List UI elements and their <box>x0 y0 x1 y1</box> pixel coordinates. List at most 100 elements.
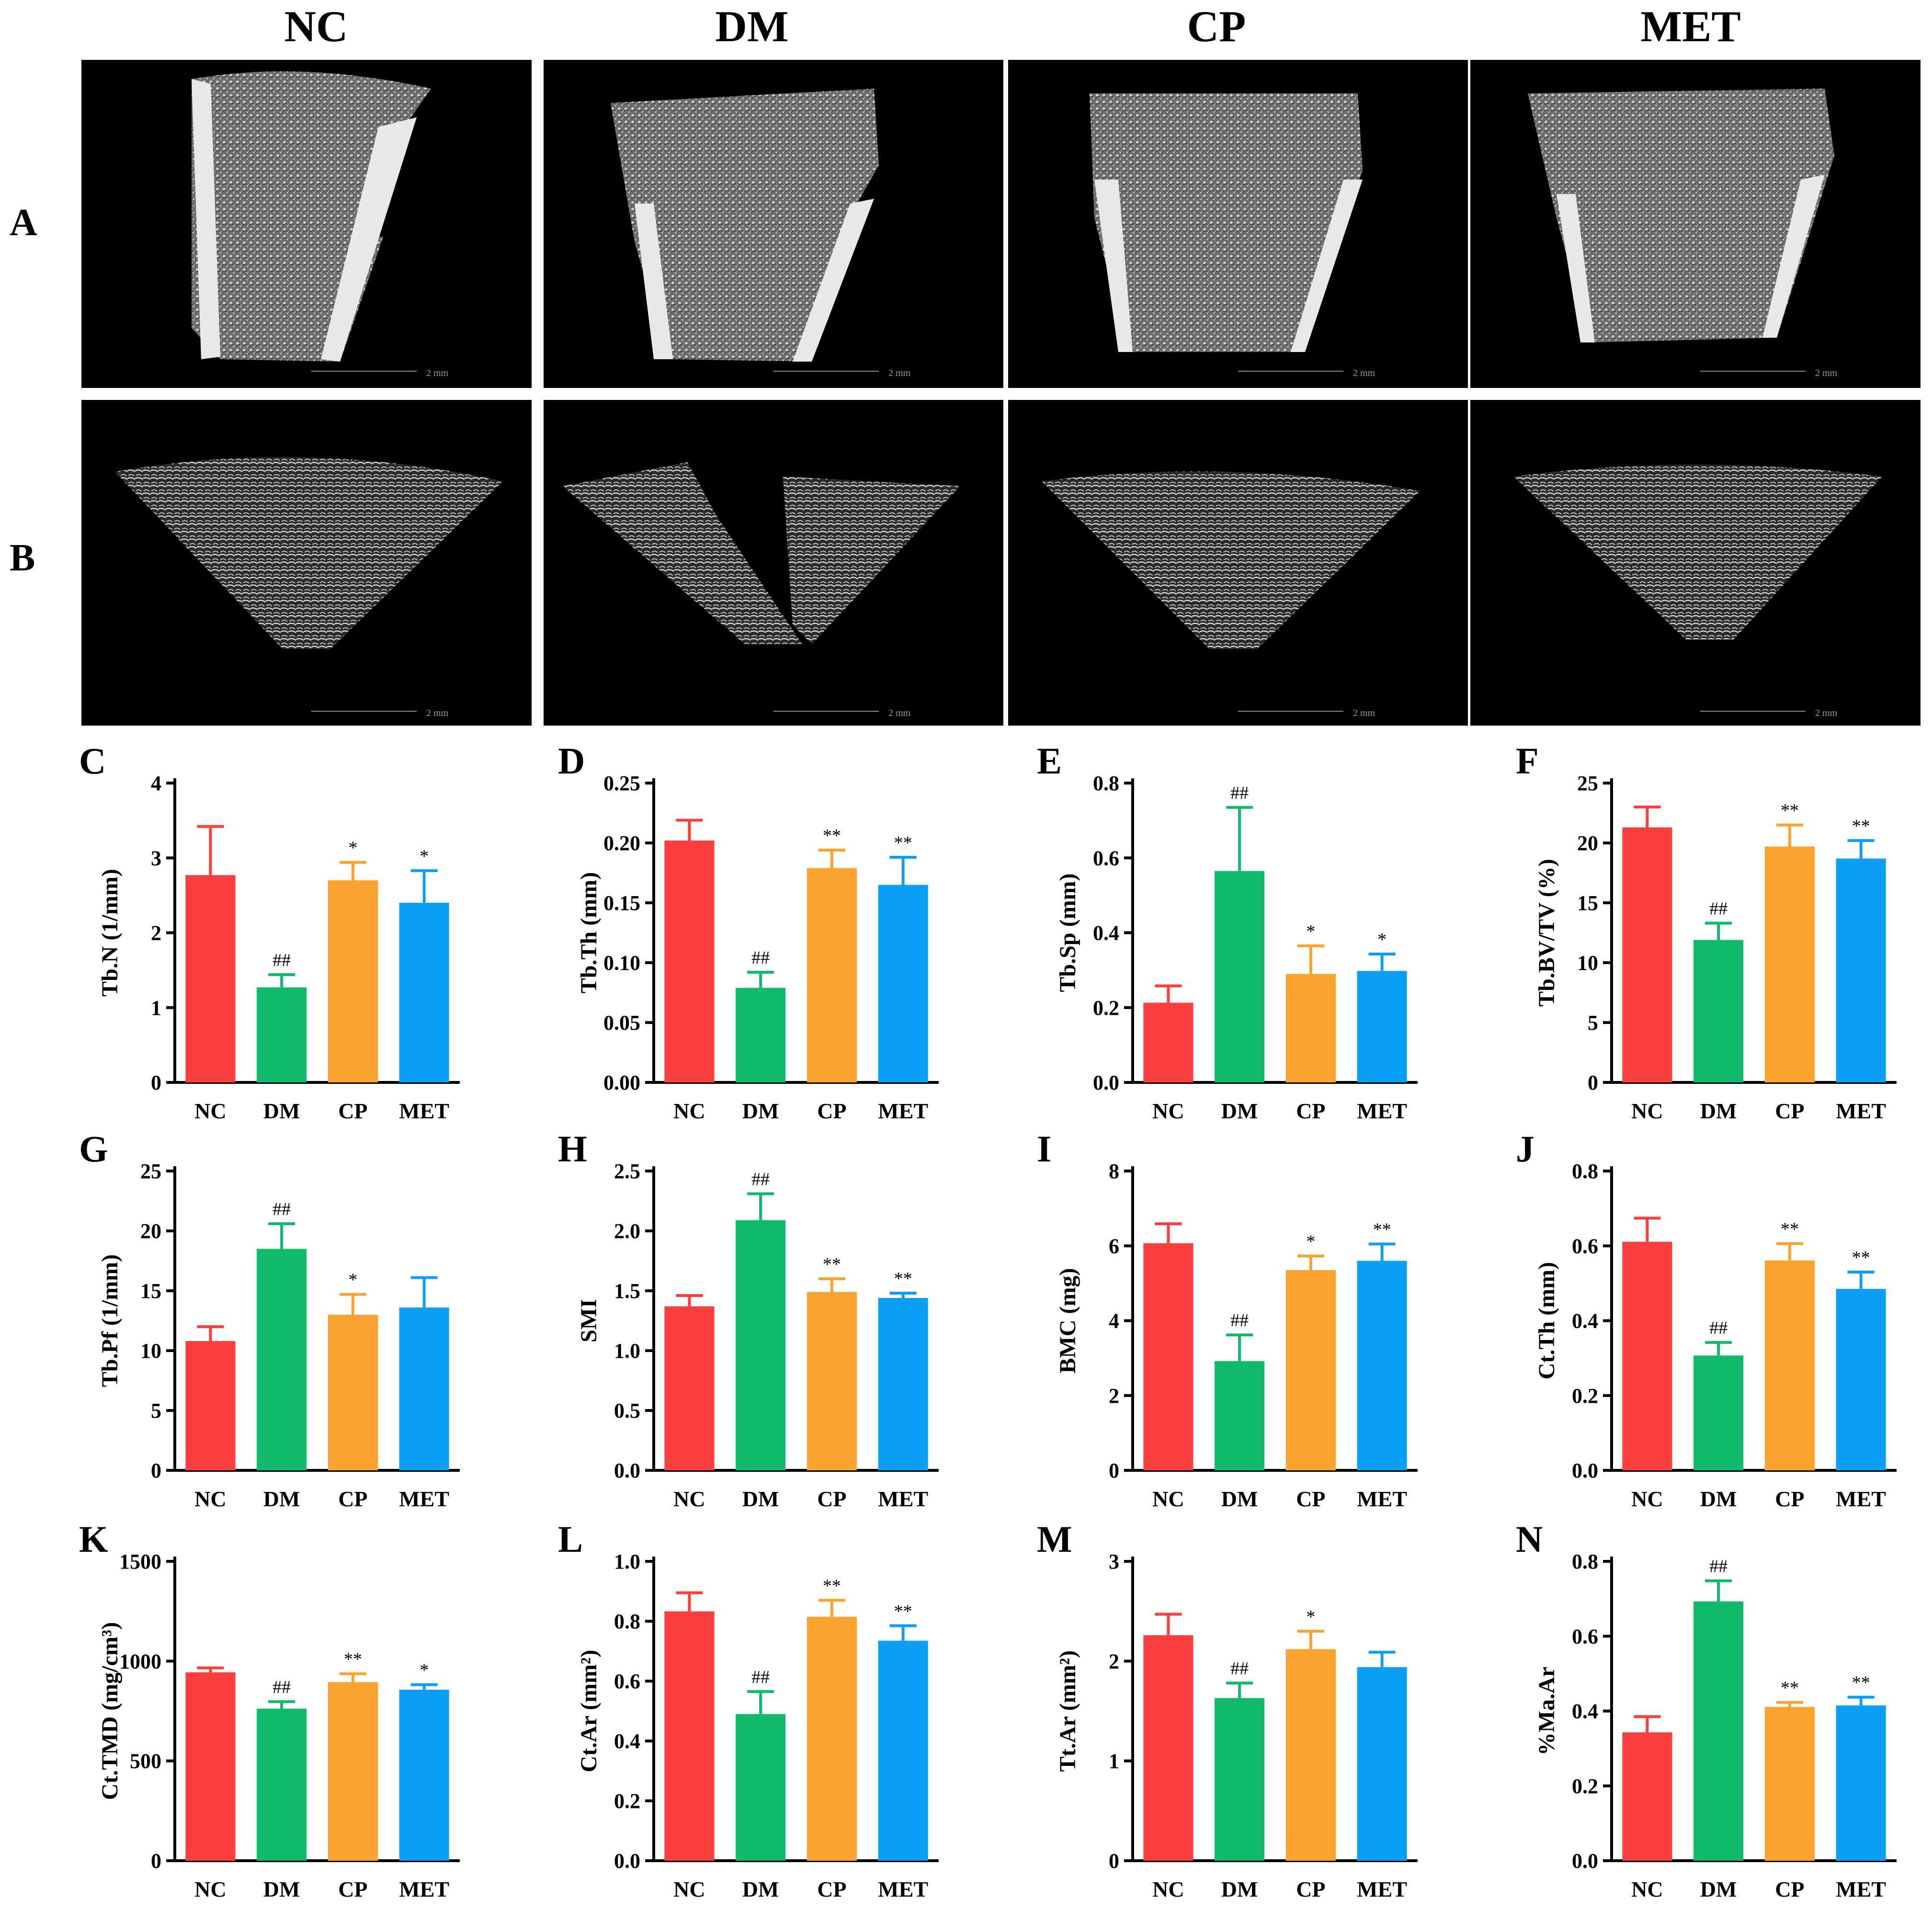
x-tick-label-m-met: MET <box>1357 1877 1407 1901</box>
x-tick-label-l-met: MET <box>878 1877 928 1901</box>
scale-bar-label: 2 mm <box>426 708 449 718</box>
bar-e-met <box>1357 971 1407 1082</box>
significance-label-h-dm: ## <box>751 1170 770 1190</box>
bar-n-met <box>1836 1705 1886 1861</box>
x-tick-label-g-met: MET <box>399 1487 449 1511</box>
column-header-met: MET <box>1640 2 1741 51</box>
y-tick-label-k: 1000 <box>119 1649 161 1673</box>
chart-svg-c: C Tb.N (1/mm) 0 1 2 3 4 NC ## DM * CP * MET <box>79 740 460 1123</box>
bar-k-met <box>399 1689 449 1861</box>
chart-panel-e: E Tb.Sp (mm) 0.0 0.2 0.4 0.6 0.8 NC ## DM * CP * MET <box>958 738 1437 1123</box>
significance-label-c-dm: ## <box>273 950 291 970</box>
x-tick-label-e-dm: DM <box>1221 1099 1258 1123</box>
y-axis-label-c: Tb.N (1/mm) <box>97 869 123 997</box>
x-tick-label-g-dm: DM <box>263 1487 300 1511</box>
y-tick-label-k: 500 <box>130 1750 161 1773</box>
significance-label-i-cp: * <box>1306 1231 1315 1251</box>
femur-3d-image-cp: 2 mm <box>1008 60 1468 388</box>
bar-m-cp <box>1285 1649 1336 1861</box>
y-tick-label-m: 3 <box>1109 1550 1119 1573</box>
y-tick-label-h: 0.5 <box>614 1399 640 1422</box>
y-tick-label-n: 0.2 <box>1572 1774 1598 1798</box>
panel-letter-k: K <box>79 1518 108 1560</box>
bar-m-dm <box>1215 1698 1265 1861</box>
x-tick-label-n-cp: CP <box>1775 1877 1804 1901</box>
femur-3d-image-met: 2 mm <box>1470 60 1921 388</box>
y-tick-label-f: 15 <box>1577 891 1598 915</box>
significance-label-m-dm: ## <box>1230 1659 1249 1679</box>
y-axis-label-h: SMI <box>576 1299 602 1342</box>
x-tick-label-k-met: MET <box>399 1877 449 1901</box>
y-tick-label-h: 1.0 <box>614 1339 640 1363</box>
y-tick-label-e: 0.6 <box>1093 846 1119 870</box>
bar-f-dm <box>1693 940 1744 1082</box>
y-tick-label-h: 2.5 <box>614 1160 640 1183</box>
y-tick-label-f: 10 <box>1577 951 1598 975</box>
femur-3d-image-nc: 2 mm <box>81 60 532 388</box>
x-tick-label-f-nc: NC <box>1631 1099 1663 1123</box>
x-tick-label-c-cp: CP <box>338 1099 367 1123</box>
y-tick-label-g: 0 <box>151 1459 161 1482</box>
y-tick-label-i: 2 <box>1109 1384 1119 1408</box>
panel-letter-f: F <box>1516 740 1539 782</box>
bar-j-cp <box>1764 1260 1815 1470</box>
x-tick-label-n-dm: DM <box>1700 1877 1737 1901</box>
bar-n-nc <box>1622 1732 1672 1861</box>
x-tick-label-h-met: MET <box>878 1487 928 1511</box>
significance-label-i-met: ** <box>1373 1219 1391 1240</box>
panel-letter-d: D <box>558 740 585 782</box>
y-tick-label-g: 15 <box>140 1279 161 1303</box>
x-tick-label-c-nc: NC <box>194 1099 226 1123</box>
bar-l-cp <box>807 1616 857 1861</box>
chart-panel-n: N %Ma.Ar 0.0 0.2 0.4 0.6 0.8 NC ## DM ** CP ** MET <box>1437 1516 1916 1901</box>
panel-letter-m: M <box>1037 1518 1072 1560</box>
x-tick-label-c-dm: DM <box>263 1099 300 1123</box>
y-tick-label-l: 0.0 <box>614 1849 640 1873</box>
row-label-b: B <box>10 537 35 579</box>
trabecular-3d-image-met: 2 mm <box>1470 400 1921 726</box>
significance-label-k-cp: ** <box>344 1649 362 1670</box>
panel-letter-i: I <box>1037 1128 1051 1170</box>
chart-panel-h: H SMI 0.0 0.5 1.0 1.5 2.0 2.5 NC ## DM ** CP ** MET <box>479 1126 958 1511</box>
x-tick-label-e-cp: CP <box>1296 1099 1325 1123</box>
panel-letter-c: C <box>79 740 106 782</box>
bar-m-met <box>1357 1667 1407 1861</box>
y-tick-label-l: 1.0 <box>614 1550 640 1573</box>
y-tick-label-e: 0.4 <box>1093 921 1119 945</box>
x-tick-label-n-met: MET <box>1836 1877 1886 1901</box>
y-axis-label-l: Ct.Ar (mm²) <box>576 1649 602 1772</box>
chart-panel-k: K Ct.TMD (mg/cm³) 0 500 1000 1500 NC ## DM ** CP * M… <box>0 1516 479 1901</box>
x-tick-label-g-cp: CP <box>338 1487 367 1511</box>
y-tick-label-f: 25 <box>1577 772 1598 795</box>
y-tick-label-i: 4 <box>1109 1309 1119 1333</box>
x-tick-label-e-nc: NC <box>1152 1099 1184 1123</box>
bar-c-met <box>399 903 449 1082</box>
y-tick-label-d: 0.20 <box>603 831 640 855</box>
y-tick-label-f: 20 <box>1577 831 1598 855</box>
y-tick-label-j: 0.6 <box>1572 1234 1598 1258</box>
y-tick-label-m: 1 <box>1109 1750 1119 1773</box>
y-axis-label-d: Tb.Th (mm) <box>576 872 602 993</box>
bar-l-dm <box>736 1714 786 1861</box>
x-tick-label-f-dm: DM <box>1700 1099 1737 1123</box>
y-tick-label-c: 1 <box>151 996 161 1020</box>
significance-label-e-dm: ## <box>1230 783 1249 803</box>
y-tick-label-l: 0.8 <box>614 1610 640 1633</box>
bar-c-nc <box>185 875 236 1082</box>
chart-svg-n: N %Ma.Ar 0.0 0.2 0.4 0.6 0.8 NC ## DM ** CP ** MET <box>1516 1518 1897 1901</box>
y-tick-label-d: 0.05 <box>603 1011 640 1035</box>
y-tick-label-h: 2.0 <box>614 1219 640 1243</box>
chart-svg-h: H SMI 0.0 0.5 1.0 1.5 2.0 2.5 NC ## DM ** CP ** MET <box>558 1128 939 1511</box>
significance-label-e-met: * <box>1377 930 1386 950</box>
x-tick-label-l-nc: NC <box>673 1877 705 1901</box>
scale-bar-label: 2 mm <box>1815 368 1838 378</box>
bar-k-cp <box>328 1682 378 1861</box>
y-axis-label-g: Tb.Pf (1/mm) <box>97 1254 123 1387</box>
y-tick-label-m: 2 <box>1109 1649 1119 1673</box>
significance-label-h-cp: ** <box>823 1254 841 1274</box>
bar-i-nc <box>1143 1243 1193 1470</box>
scale-bar-label: 2 mm <box>426 368 449 378</box>
trabecular-3d-image-cp: 2 mm <box>1008 400 1468 726</box>
bar-f-nc <box>1622 827 1672 1082</box>
y-axis-label-e: Tb.Sp (mm) <box>1055 873 1080 992</box>
